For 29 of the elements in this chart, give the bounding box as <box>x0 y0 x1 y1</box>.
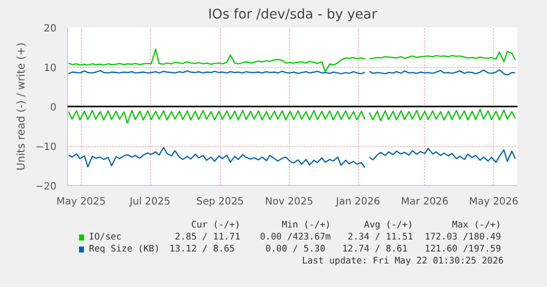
legend-label: Req Size (KB) <box>88 244 160 254</box>
y-tick-label: −10 <box>35 142 57 153</box>
y-tick-label: 20 <box>44 24 57 34</box>
x-tick-label: May 2026 <box>469 196 518 208</box>
text: 2.85 / 11.71 <box>174 232 240 242</box>
text: 172.03 /180.49 <box>424 232 502 242</box>
text: Max (-/+) <box>452 220 502 230</box>
chart-title: IOs for /dev/sda - by year <box>208 8 378 22</box>
text: Cur (-/+) <box>191 220 240 230</box>
x-tick-label: May 2025 <box>56 196 106 208</box>
text: Avg (-/+) <box>364 220 414 230</box>
text: 13.12 / 8.65 <box>169 244 235 254</box>
text: Min (-/+) <box>282 220 331 230</box>
text: 12.74 / 8.61 <box>342 244 408 254</box>
y-tick-label: 0 <box>50 102 57 114</box>
text: 121.60 /197.59 <box>424 244 502 254</box>
y-tick-label: 10 <box>44 63 57 74</box>
x-tick-label: Jan 2026 <box>335 196 380 208</box>
x-tick-label: Mar 2026 <box>401 196 449 208</box>
y-tick-label: −20 <box>35 182 57 192</box>
text: 0.00 / 5.30 <box>265 244 326 254</box>
x-tick-label: Sep 2025 <box>196 196 244 208</box>
legend-label: IO/sec <box>88 232 122 242</box>
y-axis-title: Units read (-) / write (+) <box>14 42 28 170</box>
text: 0.00 /423.67m <box>260 232 332 242</box>
x-tick-label: Jul 2025 <box>128 196 170 208</box>
text: Last update: Fri May 22 01:30:25 2026 <box>302 256 504 266</box>
x-tick-label: Nov 2025 <box>265 196 314 208</box>
text: 2.34 / 11.51 <box>348 232 414 242</box>
